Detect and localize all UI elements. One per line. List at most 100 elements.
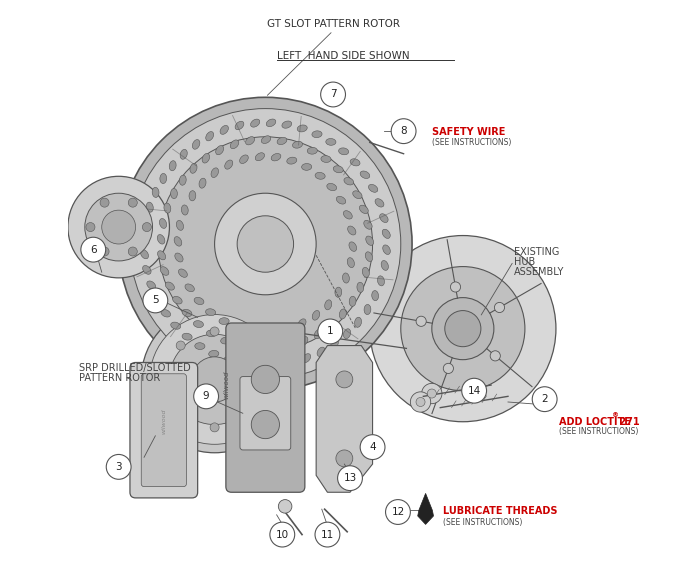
Ellipse shape (194, 297, 204, 304)
Circle shape (176, 341, 186, 350)
Circle shape (258, 375, 267, 384)
Ellipse shape (317, 347, 325, 357)
Circle shape (416, 397, 425, 407)
Ellipse shape (216, 146, 224, 155)
Text: (SEE INSTRUCTIONS): (SEE INSTRUCTIONS) (443, 518, 522, 527)
Circle shape (279, 500, 292, 513)
Text: 271: 271 (616, 417, 639, 427)
Ellipse shape (302, 163, 312, 170)
Text: PATTERN ROTOR: PATTERN ROTOR (79, 373, 160, 383)
Ellipse shape (171, 322, 181, 329)
Text: SRP DRILLED/SLOTTED: SRP DRILLED/SLOTTED (79, 363, 191, 373)
Text: 5: 5 (152, 295, 159, 306)
Ellipse shape (220, 337, 231, 344)
Ellipse shape (161, 310, 171, 317)
Text: ADD LOCTITE: ADD LOCTITE (559, 417, 631, 427)
Circle shape (86, 223, 95, 231)
Circle shape (462, 378, 486, 403)
Ellipse shape (179, 175, 186, 185)
Ellipse shape (339, 148, 349, 155)
Circle shape (106, 455, 131, 479)
Text: 2: 2 (541, 394, 548, 404)
Circle shape (244, 409, 253, 418)
Ellipse shape (182, 310, 192, 316)
Circle shape (210, 327, 219, 336)
Ellipse shape (189, 191, 196, 201)
Circle shape (450, 282, 461, 292)
Ellipse shape (220, 125, 228, 134)
Ellipse shape (239, 360, 248, 367)
Ellipse shape (206, 132, 214, 141)
Ellipse shape (268, 344, 277, 352)
Circle shape (100, 198, 109, 207)
FancyBboxPatch shape (130, 362, 197, 498)
Ellipse shape (353, 191, 362, 198)
Circle shape (532, 387, 557, 412)
Text: ®: ® (612, 413, 620, 418)
Ellipse shape (307, 147, 317, 154)
Ellipse shape (153, 296, 162, 304)
Ellipse shape (349, 242, 356, 251)
Text: wilwood: wilwood (223, 371, 229, 399)
Ellipse shape (364, 304, 371, 315)
Ellipse shape (363, 267, 370, 277)
Ellipse shape (331, 338, 338, 348)
Ellipse shape (225, 160, 233, 169)
Ellipse shape (287, 157, 297, 164)
Ellipse shape (165, 282, 174, 290)
Ellipse shape (178, 269, 188, 277)
Ellipse shape (293, 141, 302, 148)
Text: LUBRICATE THREADS: LUBRICATE THREADS (443, 506, 558, 517)
Ellipse shape (141, 234, 148, 243)
Circle shape (176, 409, 186, 418)
Ellipse shape (146, 202, 153, 212)
Circle shape (169, 335, 260, 425)
Circle shape (194, 384, 218, 409)
Ellipse shape (349, 296, 356, 306)
Ellipse shape (368, 184, 378, 192)
Circle shape (321, 82, 346, 107)
Ellipse shape (271, 154, 281, 161)
Text: SAFETY WIRE: SAFETY WIRE (432, 127, 505, 137)
Text: wilwood: wilwood (161, 409, 167, 434)
Circle shape (410, 392, 430, 412)
Ellipse shape (230, 140, 239, 149)
Ellipse shape (366, 236, 374, 246)
Ellipse shape (206, 330, 216, 337)
Ellipse shape (340, 309, 346, 319)
Circle shape (85, 193, 153, 261)
Circle shape (158, 137, 372, 351)
Ellipse shape (266, 327, 276, 335)
Ellipse shape (350, 159, 360, 166)
Text: 3: 3 (116, 462, 122, 472)
Ellipse shape (321, 155, 331, 162)
Ellipse shape (372, 290, 379, 301)
Ellipse shape (169, 160, 176, 171)
Ellipse shape (236, 342, 246, 349)
Ellipse shape (160, 218, 167, 229)
Ellipse shape (202, 154, 209, 163)
Text: 14: 14 (468, 386, 481, 396)
Ellipse shape (327, 184, 337, 191)
Ellipse shape (142, 218, 150, 227)
Text: 10: 10 (276, 530, 289, 540)
Ellipse shape (344, 211, 352, 219)
Circle shape (251, 365, 279, 393)
Ellipse shape (342, 273, 349, 283)
Circle shape (119, 98, 412, 391)
Circle shape (416, 316, 426, 327)
Circle shape (432, 298, 494, 359)
Circle shape (421, 383, 442, 404)
Text: 4: 4 (370, 442, 376, 452)
Ellipse shape (223, 356, 234, 363)
Ellipse shape (344, 329, 351, 338)
Text: 9: 9 (203, 391, 209, 401)
Circle shape (401, 266, 525, 391)
Circle shape (490, 351, 500, 361)
Text: HUB: HUB (514, 257, 535, 267)
Ellipse shape (360, 171, 370, 179)
Ellipse shape (246, 137, 255, 145)
Circle shape (143, 288, 168, 313)
Circle shape (391, 119, 416, 143)
Ellipse shape (251, 119, 260, 127)
